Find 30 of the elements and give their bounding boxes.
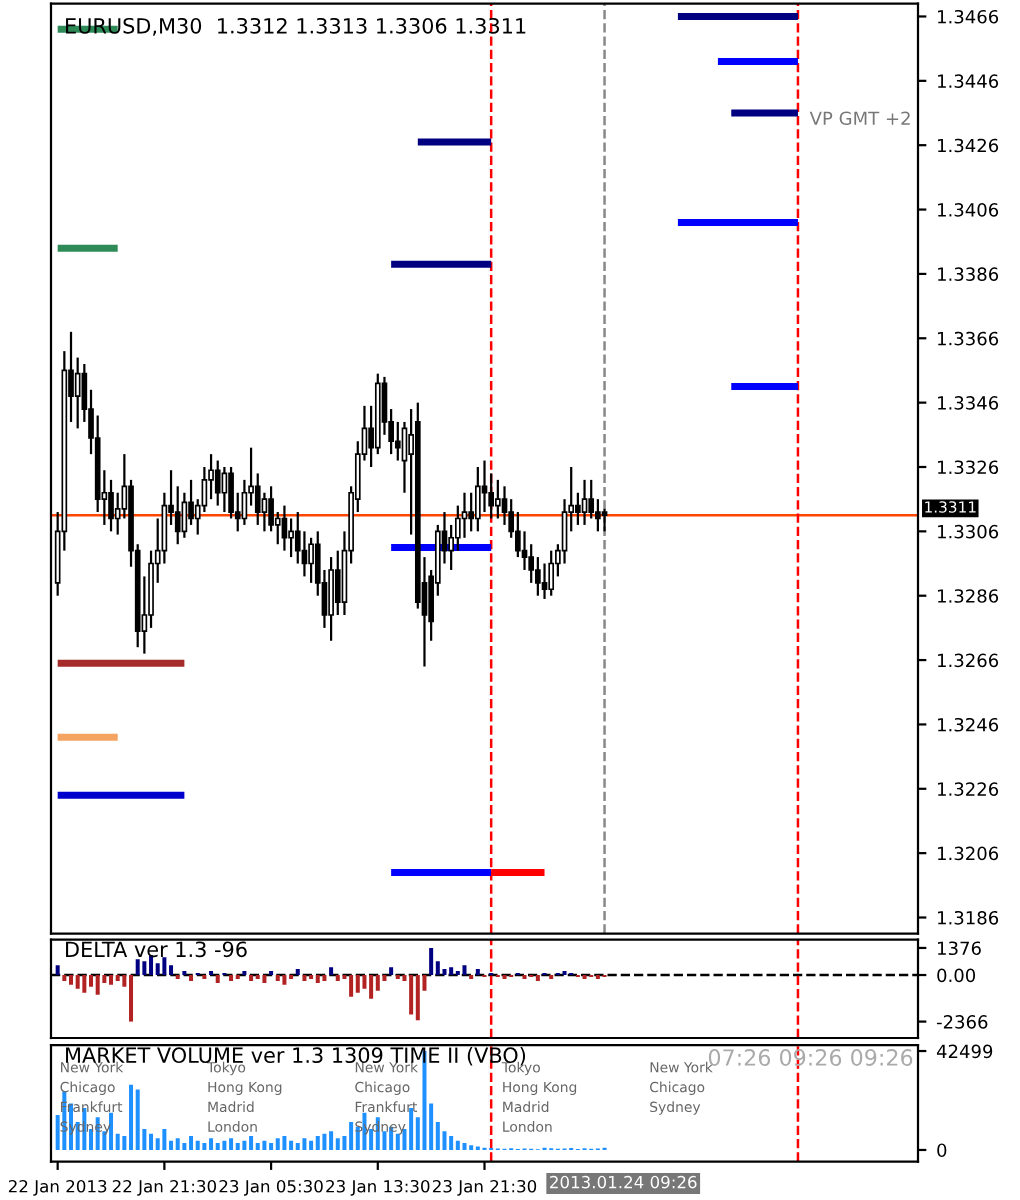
y-tick-label: 1.3246 bbox=[938, 717, 999, 732]
y-tick-label: 1.3286 bbox=[938, 589, 999, 603]
y-tick-label: 0 bbox=[937, 1143, 947, 1158]
y-tick-label: 1.3226 bbox=[938, 782, 999, 796]
y-tick-label: 1.3186 bbox=[938, 910, 999, 925]
y-tick-label: 1.3366 bbox=[938, 331, 999, 346]
x-tick-label: 22 Jan 21:30 bbox=[112, 1179, 217, 1196]
y-tick-label: 42499 bbox=[936, 1044, 993, 1059]
y-tick-label: 1.3406 bbox=[938, 203, 999, 217]
y-tick-label: -2366 bbox=[936, 1015, 988, 1029]
y-tick-label: 1.3346 bbox=[938, 396, 999, 410]
y-tick-label: 1376 bbox=[938, 941, 981, 956]
y-tick-label: 1.3206 bbox=[938, 846, 999, 861]
y-tick-label: 1.3466 bbox=[938, 9, 999, 24]
annotation: 07:26 09:26 09:26 bbox=[708, 1049, 913, 1066]
y-tick-label: 1.3446 bbox=[938, 74, 999, 88]
y-tick-label: 0.00 bbox=[937, 968, 976, 983]
text: EURUSD,M30 1.3312 1.3313 1.3306 1.3311 bbox=[66, 17, 526, 36]
y-tick-label: 1.3306 bbox=[938, 524, 999, 539]
x-tick-label: 23 Jan 21:30 bbox=[432, 1179, 537, 1196]
x-tick-label: 23 Jan 13:30 bbox=[326, 1179, 430, 1196]
text: 2013.01.24 09:26 bbox=[550, 1175, 697, 1189]
annotation: VP GMT +2 bbox=[809, 111, 910, 126]
x-tick-label: 23 Jan 05:30 bbox=[219, 1179, 323, 1196]
chart-title: DELTA ver 1.3 -96 bbox=[66, 941, 247, 958]
y-tick-label: 1.3326 bbox=[938, 460, 999, 475]
y-tick-label: 1.3426 bbox=[938, 138, 999, 153]
y-tick-label: 1.3386 bbox=[938, 267, 999, 282]
x-tick-label: 22 Jan 2013 bbox=[8, 1179, 107, 1196]
y-tick-label: 1.3266 bbox=[938, 653, 999, 668]
